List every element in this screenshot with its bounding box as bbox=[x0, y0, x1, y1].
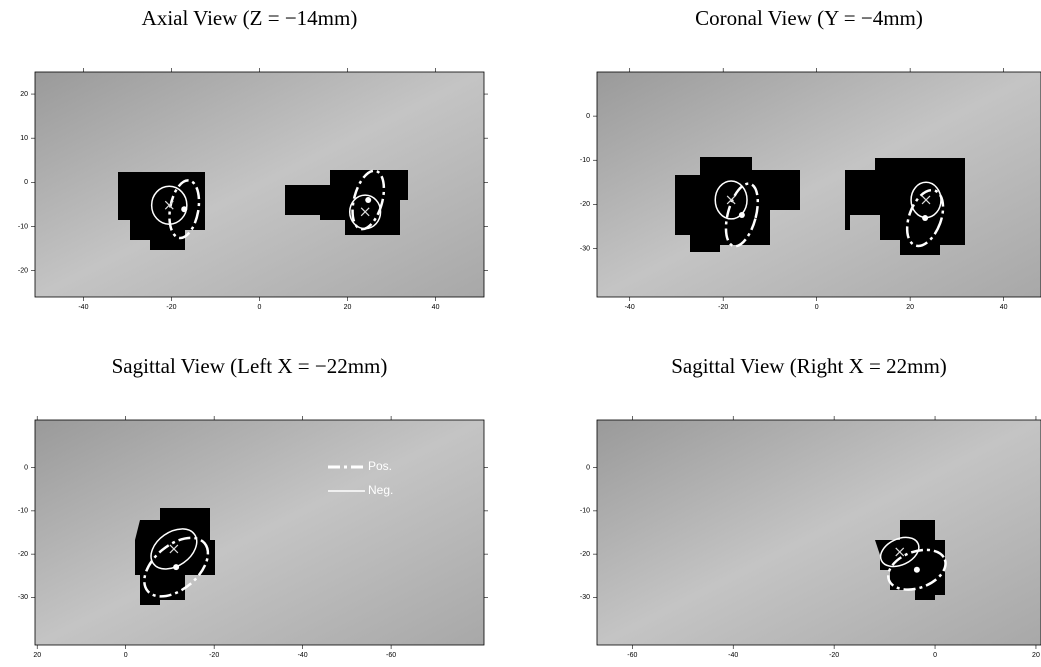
center-point bbox=[365, 197, 371, 203]
mri-slice bbox=[597, 420, 1041, 645]
x-tick-label: 20 bbox=[344, 304, 352, 311]
page: {"chart_data": [ {"type": "ellipse-overl… bbox=[0, 0, 1041, 667]
y-tick-label: -10 bbox=[18, 508, 28, 515]
figure: Axial View (Z = −14mm) -40 -20 0 20 40 -20 -10 0… bbox=[0, 0, 1041, 667]
x-tick-label: -60 bbox=[627, 652, 637, 659]
y-tick-label: -10 bbox=[580, 508, 590, 515]
x-tick-label: -40 bbox=[78, 304, 88, 311]
x-tick-label: 0 bbox=[933, 652, 937, 659]
mri-slice bbox=[35, 72, 484, 297]
x-tick-label: 40 bbox=[1000, 304, 1008, 311]
chart-title: Coronal View (Y = −4mm) bbox=[695, 6, 923, 30]
y-tick-label: 20 bbox=[20, 91, 28, 98]
x-tick-label: 0 bbox=[815, 304, 819, 311]
mri-slice bbox=[597, 72, 1041, 297]
x-tick-label: -40 bbox=[625, 304, 635, 311]
y-tick-label: -30 bbox=[580, 245, 590, 252]
x-tick-label: 0 bbox=[258, 304, 262, 311]
x-tick-label: -40 bbox=[728, 652, 738, 659]
y-tick-label: -20 bbox=[580, 201, 590, 208]
y-tick-label: -30 bbox=[18, 594, 28, 601]
y-tick-label: -10 bbox=[18, 223, 28, 230]
y-tick-label: 0 bbox=[24, 464, 28, 471]
y-tick-label: -20 bbox=[18, 551, 28, 558]
x-tick-label: 40 bbox=[432, 304, 440, 311]
y-tick-label: -20 bbox=[580, 551, 590, 558]
x-tick-label: -20 bbox=[209, 652, 219, 659]
x-tick-label: -40 bbox=[298, 652, 308, 659]
x-tick-label: -20 bbox=[829, 652, 839, 659]
y-tick-label: 10 bbox=[20, 135, 28, 142]
y-tick-label: 0 bbox=[24, 179, 28, 186]
y-tick-label: -10 bbox=[580, 157, 590, 164]
x-tick-label: -60 bbox=[386, 652, 396, 659]
x-tick-label: 20 bbox=[906, 304, 914, 311]
mri-slice bbox=[35, 420, 484, 645]
x-tick-label: -20 bbox=[718, 304, 728, 311]
chart-title: Axial View (Z = −14mm) bbox=[142, 6, 358, 30]
x-tick-label: 0 bbox=[124, 652, 128, 659]
y-tick-label: -30 bbox=[580, 594, 590, 601]
center-point bbox=[914, 567, 920, 573]
y-tick-label: 0 bbox=[586, 464, 590, 471]
legend-label: Neg. bbox=[368, 483, 393, 497]
x-tick-label: 20 bbox=[1032, 652, 1040, 659]
x-tick-label: 20 bbox=[33, 652, 41, 659]
x-tick-label: -20 bbox=[166, 304, 176, 311]
legend-label: Pos. bbox=[368, 459, 392, 473]
y-tick-label: -20 bbox=[18, 267, 28, 274]
chart-title: Sagittal View (Right X = 22mm) bbox=[671, 354, 947, 378]
chart-title: Sagittal View (Left X = −22mm) bbox=[112, 354, 388, 378]
y-tick-label: 0 bbox=[586, 113, 590, 120]
